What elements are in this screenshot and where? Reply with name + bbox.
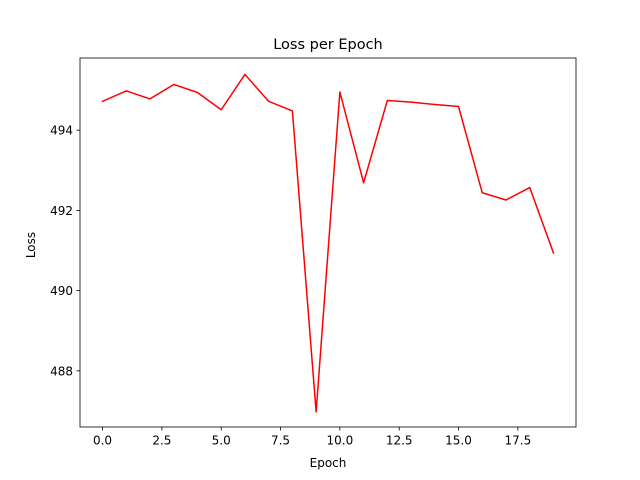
data-point <box>552 252 555 254</box>
data-point <box>434 103 436 106</box>
data-point <box>220 108 222 111</box>
x-tick-label: 17.5 <box>504 434 531 448</box>
data-point <box>291 110 294 112</box>
y-axis-label: Loss <box>24 232 38 258</box>
x-tick-label: 15.0 <box>445 434 472 448</box>
y-tick-label: 492 <box>50 204 73 218</box>
data-point <box>386 99 389 102</box>
chart-title: Loss per Epoch <box>273 37 383 53</box>
loss-series-line <box>101 73 555 413</box>
data-point <box>101 100 104 103</box>
data-point <box>315 411 317 413</box>
y-tick-label: 488 <box>50 364 73 378</box>
data-point <box>362 181 365 184</box>
data-point <box>244 73 246 76</box>
data-point <box>481 192 484 194</box>
x-tick-label: 2.5 <box>152 434 171 448</box>
x-tick-label: 7.5 <box>271 434 290 448</box>
x-tick-label: 5.0 <box>212 434 231 448</box>
data-point <box>339 91 341 93</box>
data-point <box>267 100 270 103</box>
y-tick-label: 490 <box>50 284 73 298</box>
plot-area: 0.0 2.5 5.0 7.5 10.0 12.5 15.0 17.5 488 490 492 494 <box>50 57 577 448</box>
y-tick-label: 494 <box>50 124 73 138</box>
axes-frame <box>79 57 577 428</box>
x-axis-label: Epoch <box>310 456 347 470</box>
data-point <box>172 83 175 86</box>
data-point <box>528 186 531 189</box>
x-tick-label: 0.0 <box>93 434 112 448</box>
data-point <box>505 199 507 201</box>
data-point <box>125 90 128 92</box>
data-point <box>410 101 412 103</box>
x-tick-label: 12.5 <box>386 434 413 448</box>
data-point <box>196 91 199 94</box>
x-tick-label: 10.0 <box>327 434 354 448</box>
data-point <box>149 98 151 100</box>
data-point <box>457 105 460 108</box>
